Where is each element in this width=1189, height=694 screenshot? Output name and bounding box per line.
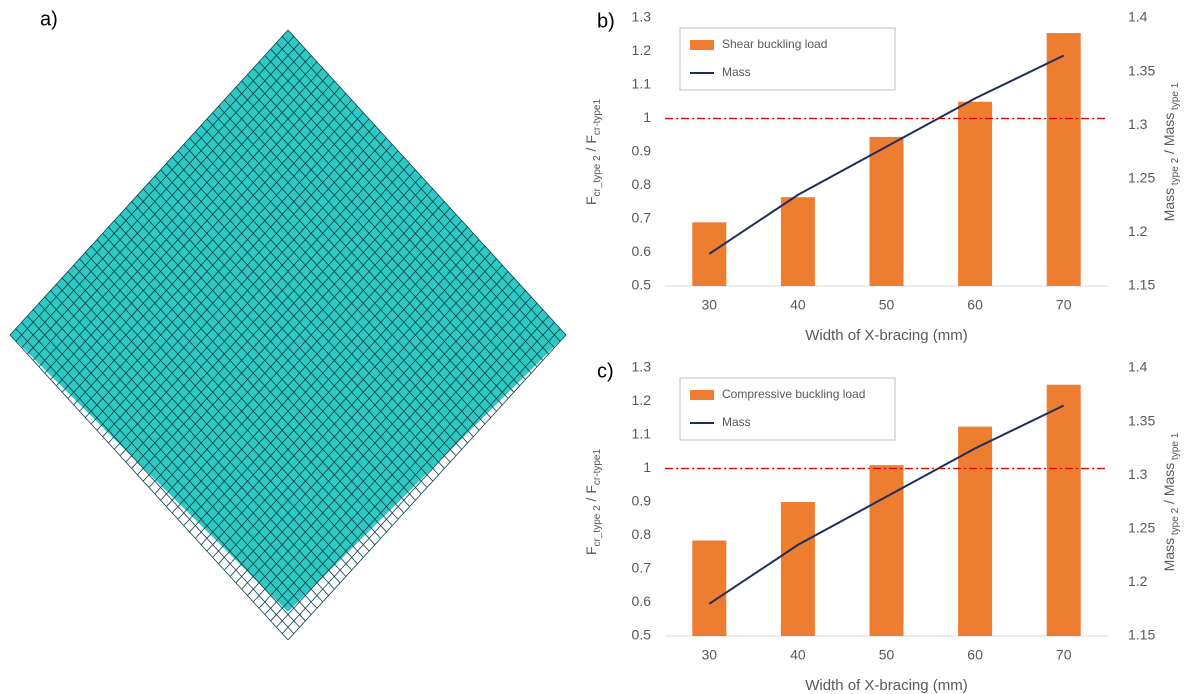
bar xyxy=(958,102,992,286)
legend-label: Mass xyxy=(722,65,751,79)
panel-label: c) xyxy=(597,360,614,382)
x-tick-label: 40 xyxy=(790,647,806,663)
y-tick-label: 0.9 xyxy=(632,493,652,509)
x-axis-title: Width of X-bracing (mm) xyxy=(805,677,968,694)
mesh-plate xyxy=(10,30,566,612)
y-tick-label: 1.2 xyxy=(632,42,652,58)
axis-title-part: Mass xyxy=(1161,538,1177,571)
y-tick-label: 0.5 xyxy=(632,627,652,643)
x-tick-label: 70 xyxy=(1056,297,1072,313)
y-tick-label: 1.3 xyxy=(632,359,652,375)
axis-title-part: type 2 xyxy=(1170,507,1181,537)
bar xyxy=(870,137,904,286)
axis-title-part: / Mass xyxy=(1161,113,1177,158)
y-tick-label: 0.6 xyxy=(632,593,652,609)
x-tick-label: 70 xyxy=(1056,647,1072,663)
y2-tick-label: 1.15 xyxy=(1128,627,1155,643)
legend-swatch xyxy=(690,390,714,400)
legend-swatch xyxy=(690,40,714,50)
y-tick-label: 1.2 xyxy=(632,392,652,408)
axis-title-part: cr-type1 xyxy=(592,99,603,136)
x-axis-title: Width of X-bracing (mm) xyxy=(805,327,968,344)
axis-title-part: type 1 xyxy=(1170,82,1181,112)
x-tick-label: 40 xyxy=(790,297,806,313)
y2-tick-label: 1.2 xyxy=(1128,573,1148,589)
y-tick-label: 0.6 xyxy=(632,243,652,259)
bar xyxy=(1047,33,1081,286)
bar xyxy=(781,502,815,636)
bar xyxy=(1047,385,1081,636)
y2-tick-label: 1.35 xyxy=(1128,62,1155,78)
bar xyxy=(692,541,726,636)
axis-title-part: / F xyxy=(583,135,599,155)
axis-title-part: cr-type1 xyxy=(592,449,603,486)
y2-tick-label: 1.35 xyxy=(1128,412,1155,428)
axis-title: Mass type 2 / Mass type 1 xyxy=(1161,432,1181,571)
y2-tick-label: 1.25 xyxy=(1128,520,1155,536)
axis-title-part: / F xyxy=(583,485,599,505)
x-tick-label: 50 xyxy=(879,297,895,313)
bar xyxy=(958,427,992,636)
y2-tick-label: 1.3 xyxy=(1128,116,1148,132)
x-tick-label: 30 xyxy=(702,647,718,663)
y-tick-label: 0.9 xyxy=(632,143,652,159)
axis-title-part: Mass xyxy=(1161,188,1177,221)
y-tick-label: 1.3 xyxy=(632,9,652,25)
axis-title-part: F xyxy=(583,196,599,205)
y-tick-label: 1 xyxy=(643,109,651,125)
axis-title-part: F xyxy=(583,546,599,555)
y-tick-label: 0.7 xyxy=(632,210,652,226)
y2-tick-label: 1.4 xyxy=(1128,359,1148,375)
x-tick-label: 60 xyxy=(967,647,983,663)
x-tick-label: 30 xyxy=(702,297,718,313)
bar xyxy=(781,197,815,286)
figure: a) b) 0.5 0.6 0.7 0.8 0.9 1 1.1 1.2 1.3 1.15 1.2 1.2… xyxy=(0,0,1189,694)
y-tick-label: 1 xyxy=(643,459,651,475)
axis-title-part: / Mass xyxy=(1161,463,1177,508)
legend-label: Shear buckling load xyxy=(722,37,827,51)
y-tick-label: 0.5 xyxy=(632,277,652,293)
mesh-image xyxy=(10,30,566,640)
axis-title: Fcr_type 2 / Fcr-type1 xyxy=(583,449,603,555)
y-tick-label: 0.8 xyxy=(632,176,652,192)
axis-title: Mass type 2 / Mass type 1 xyxy=(1161,82,1181,221)
axis-title-part: cr_type 2 xyxy=(592,505,603,547)
y2-tick-label: 1.25 xyxy=(1128,170,1155,186)
axis-title-part: cr_type 2 xyxy=(592,155,603,197)
y2-tick-label: 1.15 xyxy=(1128,277,1155,293)
y2-tick-label: 1.2 xyxy=(1128,223,1148,239)
y-tick-label: 0.7 xyxy=(632,560,652,576)
y-tick-label: 1.1 xyxy=(632,426,652,442)
axis-title: Fcr_type 2 / Fcr-type1 xyxy=(583,99,603,205)
bar xyxy=(692,222,726,286)
x-tick-label: 60 xyxy=(967,297,983,313)
y2-tick-label: 1.4 xyxy=(1128,9,1148,25)
y2-tick-label: 1.3 xyxy=(1128,466,1148,482)
legend-label: Mass xyxy=(722,415,751,429)
y-tick-label: 1.1 xyxy=(632,76,652,92)
axis-title-part: type 1 xyxy=(1170,432,1181,462)
panel-label: a) xyxy=(40,8,58,30)
x-tick-label: 50 xyxy=(879,647,895,663)
legend-label: Compressive buckling load xyxy=(722,387,865,401)
axis-title-part: type 2 xyxy=(1170,157,1181,187)
y-tick-label: 0.8 xyxy=(632,526,652,542)
panel-label: b) xyxy=(597,10,615,32)
